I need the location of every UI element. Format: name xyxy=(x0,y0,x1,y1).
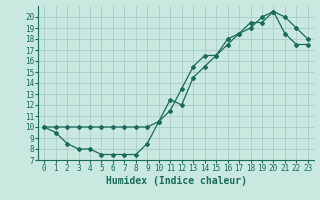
X-axis label: Humidex (Indice chaleur): Humidex (Indice chaleur) xyxy=(106,176,246,186)
